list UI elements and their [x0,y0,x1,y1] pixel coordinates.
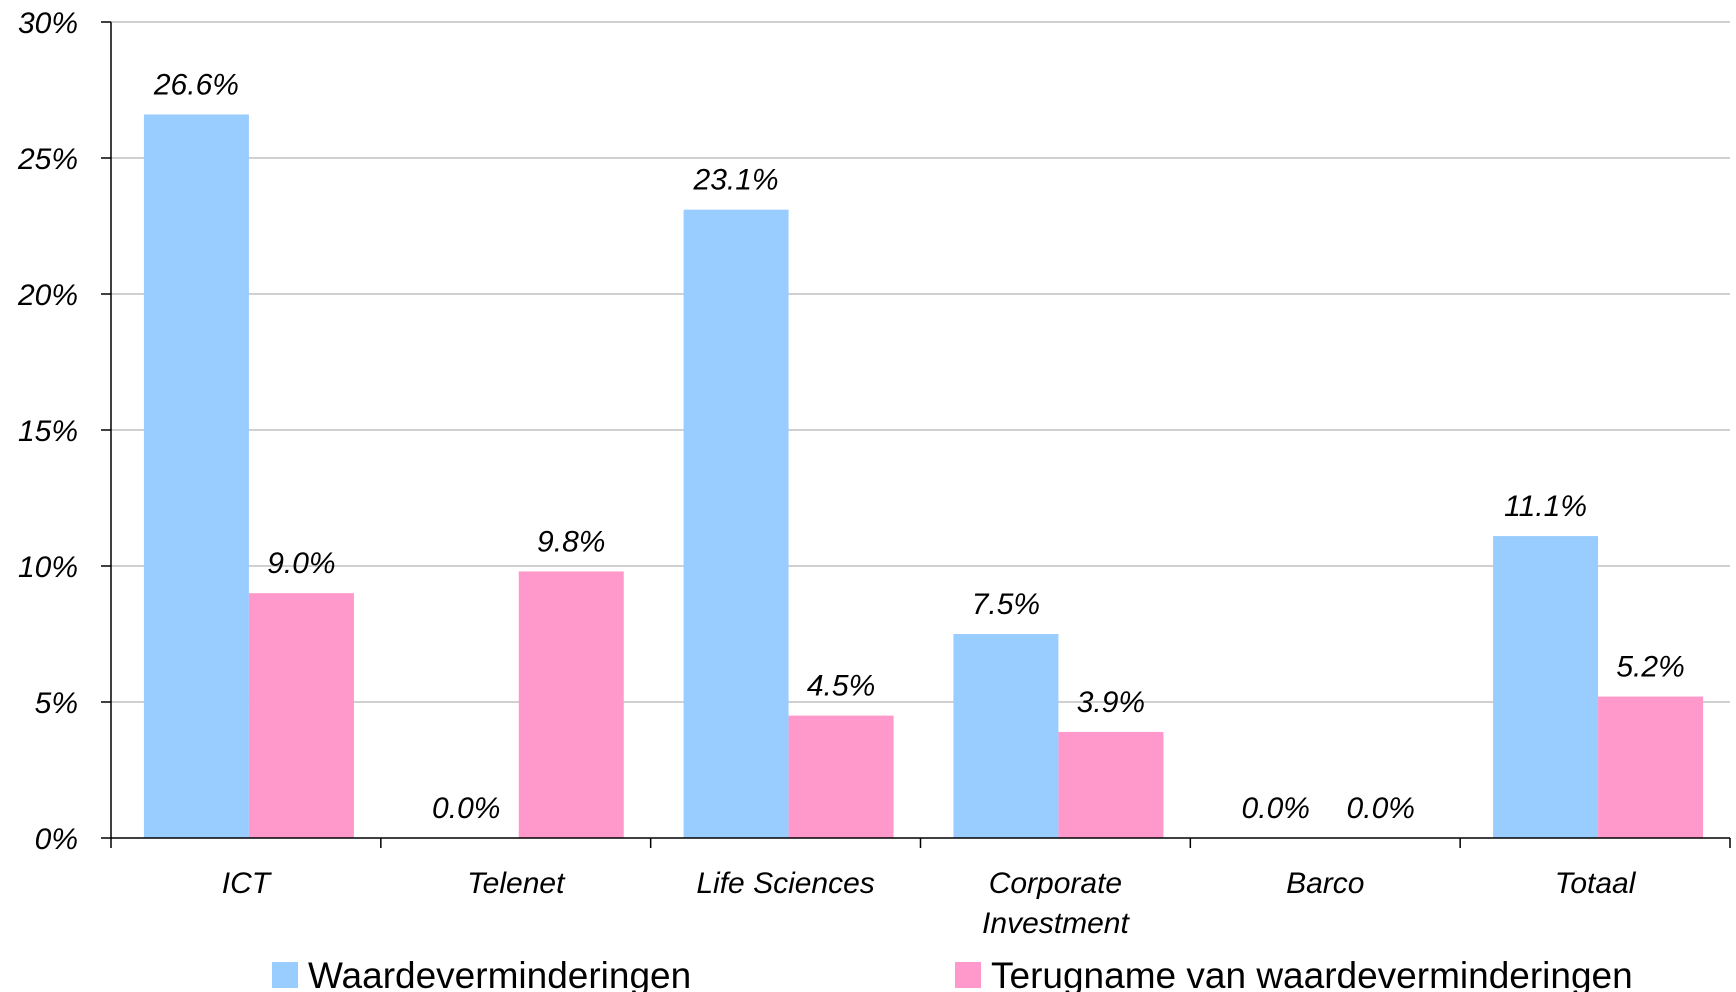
data-label: 5.2% [1616,651,1684,684]
x-category-label: Barco [1286,867,1364,900]
data-label: 0.0% [1242,792,1310,825]
data-label: 23.1% [693,164,779,197]
bar [518,571,624,838]
y-tick-label: 5% [35,687,78,720]
data-label: 9.0% [267,547,335,580]
y-tick-label: 0% [35,823,78,856]
labels: 0% 5% 10% 15% 20% 25% 30% 26.6% 9.0% ICT 0.0% 9.8% T… [17,7,1685,940]
x-category-label: Life Sciences [696,867,874,900]
gridlines [111,21,1730,703]
y-tick-label: 25% [17,143,78,176]
data-label: 4.5% [807,670,875,703]
bar [1598,696,1704,838]
data-label: 9.8% [537,525,605,558]
bar [953,634,1059,838]
data-label: 0.0% [1347,792,1415,825]
data-label: 26.6% [153,68,239,101]
bar [248,593,354,838]
axes [101,21,1731,848]
data-label: 0.0% [432,792,500,825]
y-tick-label: 20% [17,279,78,312]
x-category-label: Telenet [467,867,566,900]
legend-swatch [272,962,298,988]
y-tick-label: 15% [18,415,78,448]
legend-label: Terugname van waardeverminderingen [991,955,1633,992]
data-label: 3.9% [1077,686,1145,719]
legend: Waardeverminderingen Terugname van waarde… [272,955,1633,992]
bar [788,715,894,838]
bar [683,209,789,838]
bar [143,114,249,839]
bars [143,114,1704,839]
y-tick-label: 30% [18,7,78,40]
bar [1058,731,1164,838]
y-tick-label: 10% [18,551,78,584]
data-label: 11.1% [1504,490,1587,523]
x-category-label: Totaal [1555,867,1637,900]
data-label: 7.5% [972,588,1040,621]
legend-swatch [955,962,981,988]
legend-label: Waardeverminderingen [308,955,691,992]
x-category-label: ICT [222,867,273,900]
bar [1493,536,1599,838]
x-category-label: Corporate Investment [982,867,1130,940]
